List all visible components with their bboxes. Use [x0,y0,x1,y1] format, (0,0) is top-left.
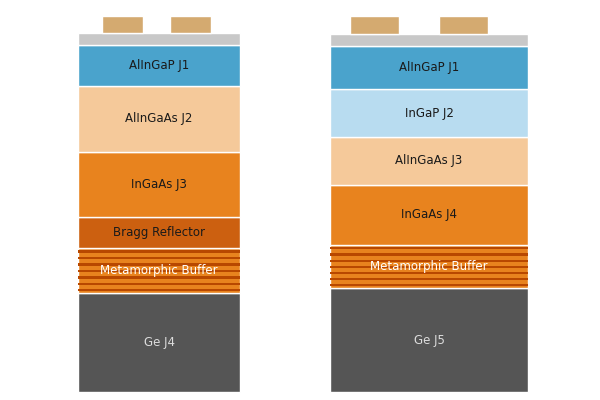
Bar [78,293,240,392]
Bar [330,247,528,249]
Bar [78,248,240,293]
Bar [330,253,528,256]
Bar [78,217,240,248]
Bar [103,16,143,33]
Text: Ge J5: Ge J5 [413,334,445,347]
Bar [78,33,240,45]
Text: AlInGaAs J2: AlInGaAs J2 [125,112,193,125]
Bar [350,16,400,34]
Bar [78,257,240,259]
Bar [330,184,528,245]
Text: AlInGaP J1: AlInGaP J1 [129,59,189,72]
Bar [330,245,528,288]
Bar [330,288,528,392]
Bar [330,260,528,262]
Bar [78,276,240,278]
Bar [78,86,240,152]
Bar [78,45,240,86]
Bar [78,283,240,285]
Text: InGaP J2: InGaP J2 [404,107,454,120]
Bar [78,263,240,266]
Bar [330,266,528,268]
Bar [330,46,528,90]
Text: InGaAs J3: InGaAs J3 [131,178,187,191]
Bar [330,284,528,286]
Bar [78,152,240,217]
Bar [330,90,528,137]
Bar [439,16,488,34]
Text: InGaAs J4: InGaAs J4 [401,208,457,221]
Text: AlInGaAs J3: AlInGaAs J3 [395,154,463,167]
Text: Ge J4: Ge J4 [143,336,175,349]
Bar [330,34,528,46]
Bar [330,272,528,274]
Bar [78,289,240,292]
Bar [330,278,528,280]
Bar [78,250,240,253]
Bar [170,16,211,33]
Text: Bragg Reflector: Bragg Reflector [113,226,205,239]
Bar [330,137,528,184]
Text: AlInGaP J1: AlInGaP J1 [399,61,459,74]
Bar [78,270,240,272]
Text: Metamorphic Buffer: Metamorphic Buffer [100,264,218,277]
Text: Metamorphic Buffer: Metamorphic Buffer [370,260,488,273]
